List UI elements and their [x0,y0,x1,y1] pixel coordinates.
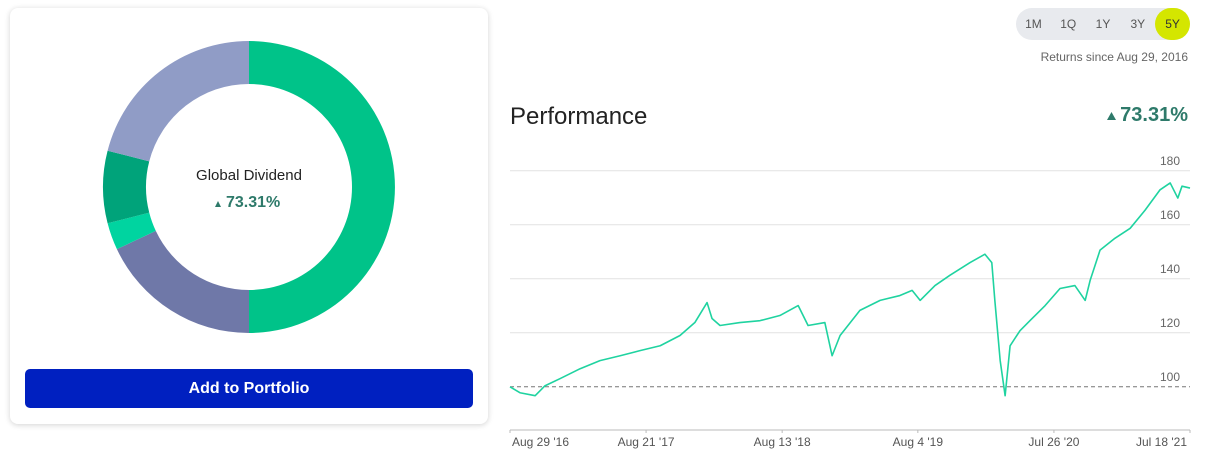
portfolio-name: Global Dividend [196,167,302,184]
y-tick-label: 120 [1160,316,1180,330]
add-to-portfolio-button[interactable]: Add to Portfolio [25,369,473,408]
returns-note: Returns since Aug 29, 2016 [1040,50,1188,64]
donut-segment [107,212,156,250]
y-tick-label: 140 [1160,262,1180,276]
performance-line [509,182,1191,397]
portfolio-return: 73.31% [226,194,280,211]
x-tick-label: Aug 13 '18 [754,435,811,449]
range-selector: 1M 1Q 1Y 3Y 5Y [1016,8,1190,40]
donut-segment [107,41,250,162]
y-tick-label: 100 [1160,370,1180,384]
x-tick-label: Jul 18 '21 [1136,435,1187,449]
x-tick-label: Aug 21 '17 [618,435,675,449]
performance-return: 73.31% [1107,104,1188,127]
performance-return-value: 73.31% [1120,104,1188,126]
x-tick-label: Jul 26 '20 [1028,435,1079,449]
range-button[interactable]: 3Y [1120,8,1155,40]
donut-segment [249,41,395,333]
up-arrow [215,201,221,207]
performance-title: Performance [510,103,648,130]
range-button[interactable]: 1Q [1051,8,1086,40]
y-tick-label: 180 [1160,154,1180,168]
range-button[interactable]: 1Y [1086,8,1121,40]
x-tick-label: Aug 4 '19 [893,435,944,449]
donut-segment [103,150,150,224]
x-tick-label: Aug 29 '16 [512,435,569,449]
y-tick-label: 160 [1160,208,1180,222]
range-button[interactable]: 1M [1016,8,1051,40]
donut-segment [116,230,249,333]
range-button[interactable]: 5Y [1155,8,1190,40]
up-arrow [1107,111,1117,120]
